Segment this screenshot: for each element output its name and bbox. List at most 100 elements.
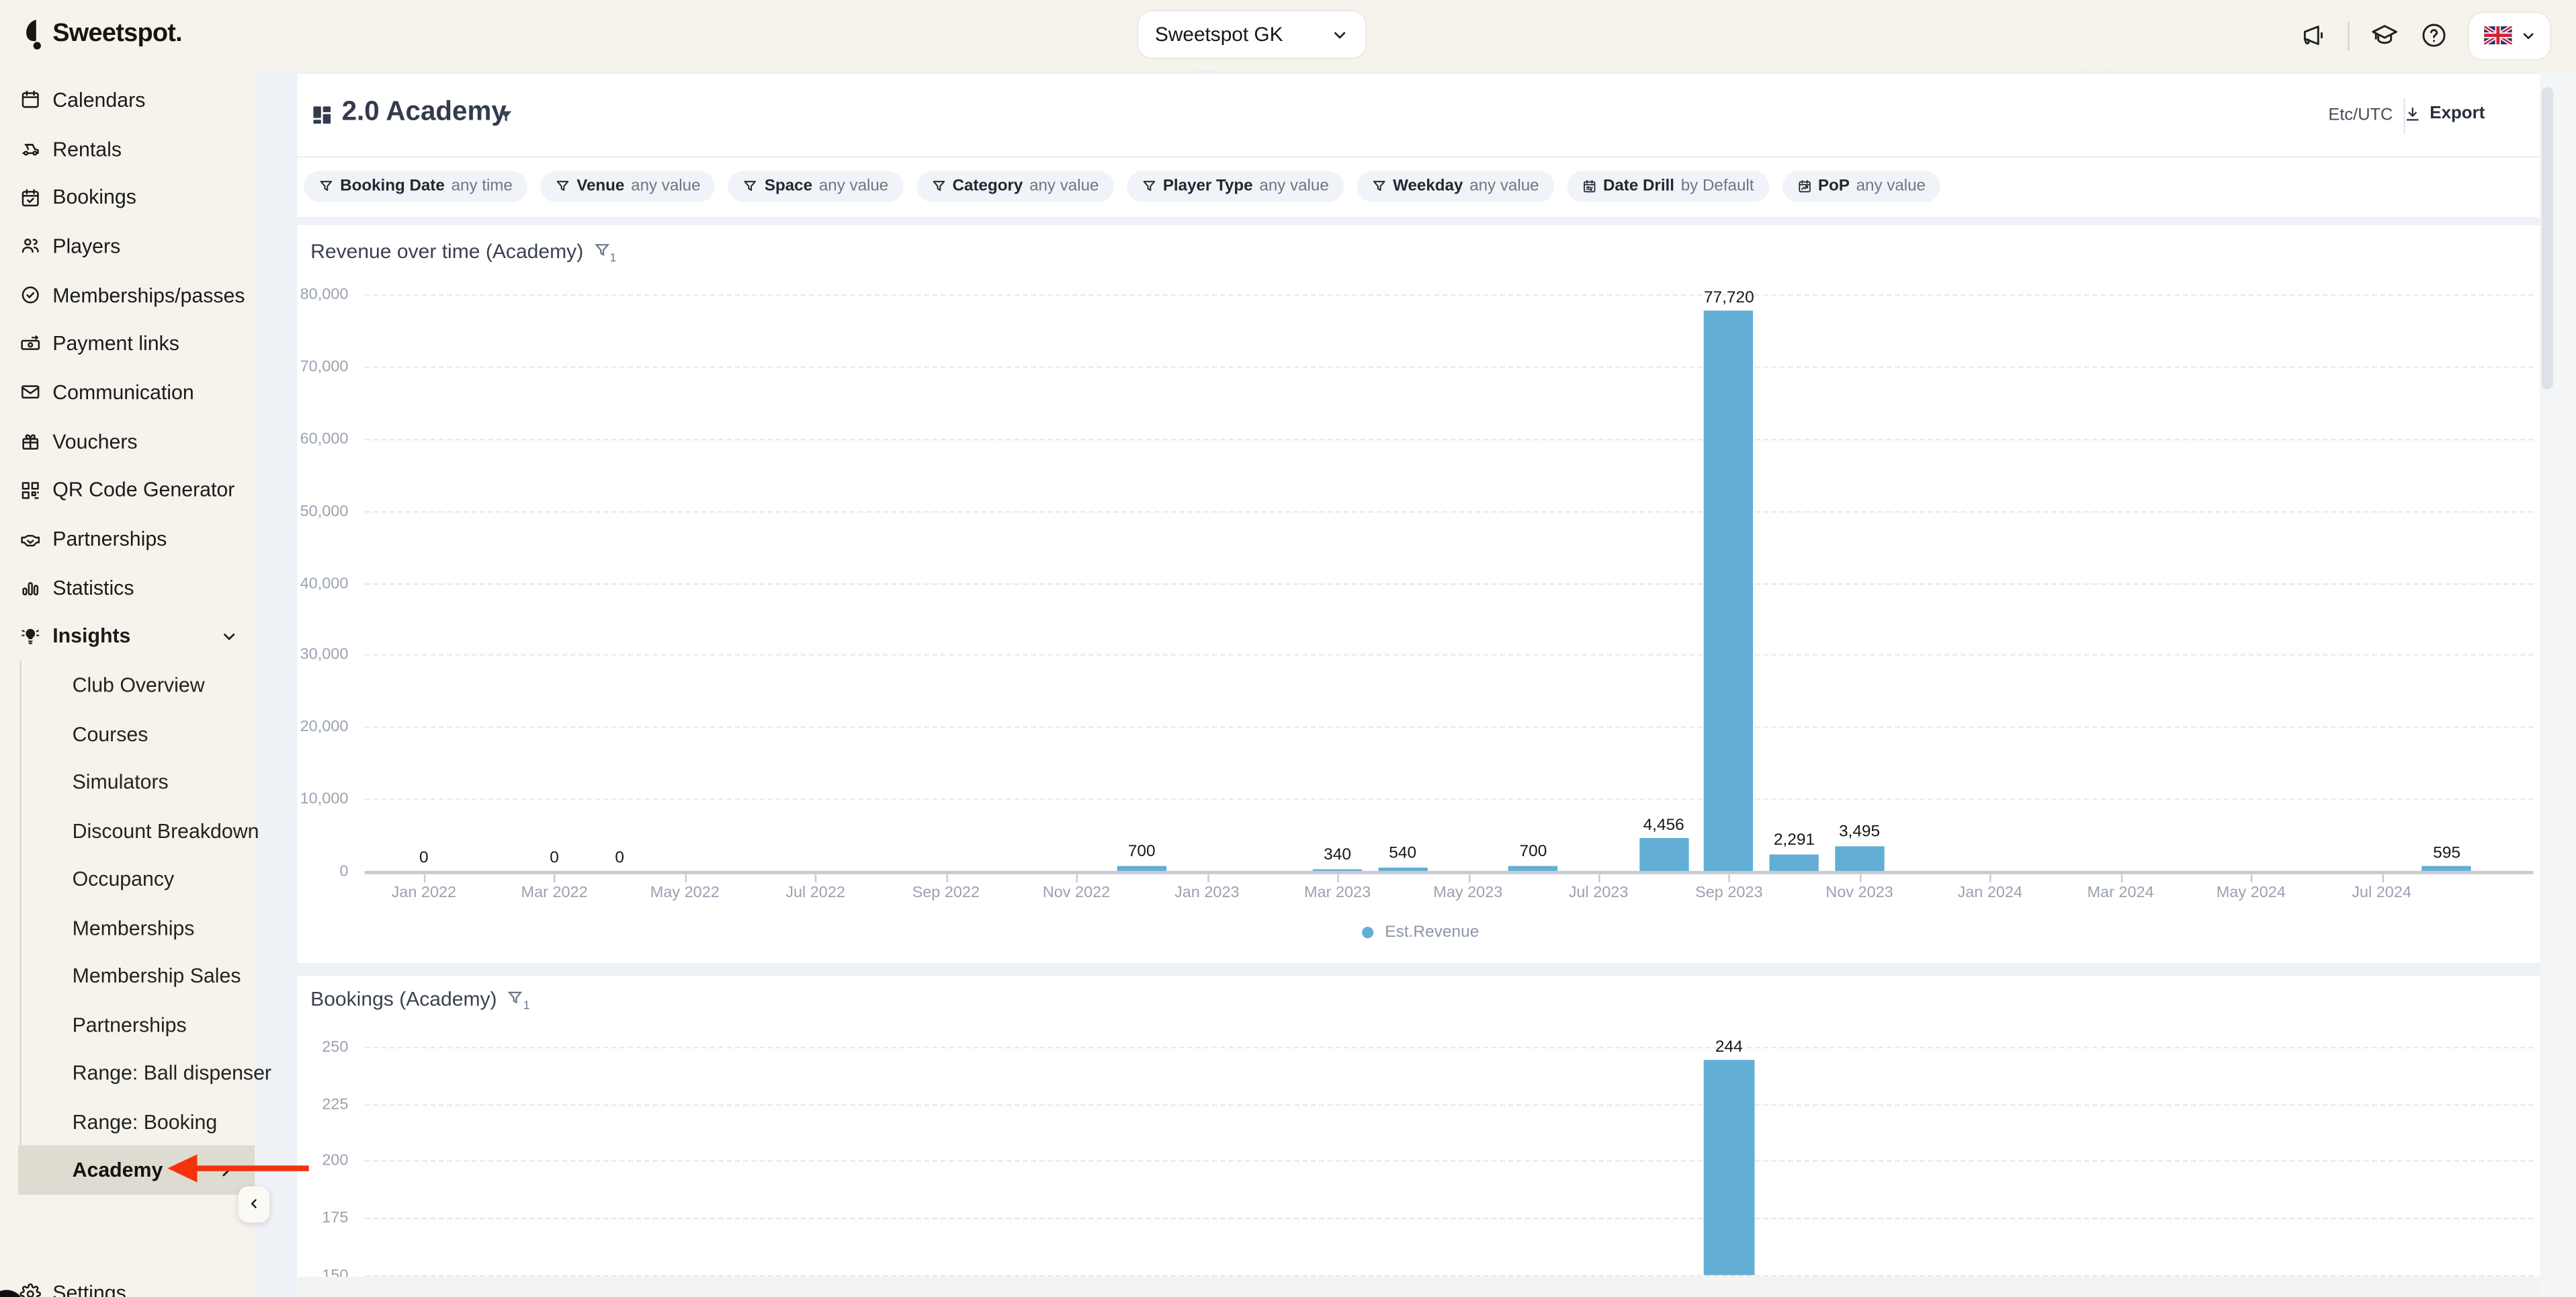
bar-dec-2022[interactable]: [1117, 866, 1166, 871]
bar-mar-2023[interactable]: [1312, 868, 1363, 871]
gridline: [364, 582, 2534, 585]
gridline: [364, 798, 2534, 801]
sidebar-item-statistics[interactable]: Statistics: [0, 563, 255, 612]
sidebar-item-range-booking[interactable]: Range: Booking: [72, 1110, 218, 1133]
bookings-chart-title: Bookings (Academy) 1: [310, 987, 530, 1013]
filter-pop[interactable]: PoP any value: [1782, 171, 1941, 203]
filter-weekday[interactable]: Weekday any value: [1357, 171, 1554, 203]
funnel-icon: [931, 179, 946, 194]
lightbulb-icon: [19, 626, 41, 647]
filter-space[interactable]: Space any value: [728, 171, 904, 203]
x-axis-tickmark: [1989, 873, 1992, 882]
sidebar-item-memberships[interactable]: Memberships: [72, 916, 195, 939]
sidebar-collapse-button[interactable]: [238, 1185, 270, 1222]
dashboard-icon: [310, 103, 333, 126]
filter-date-drill[interactable]: Date Drill by Default: [1567, 171, 1769, 203]
scrollbar-thumb[interactable]: [2541, 87, 2553, 390]
y-tick-label: 80,000: [300, 286, 349, 304]
players-icon: [19, 236, 41, 257]
graduation-cap-icon[interactable]: [2370, 22, 2399, 50]
x-axis-tickmark: [685, 873, 687, 882]
sidebar-item-players[interactable]: Players: [0, 222, 255, 271]
dashboard-filter-icon[interactable]: [498, 108, 514, 124]
bar-apr-2023[interactable]: [1378, 867, 1428, 871]
timezone-label: Etc/UTC: [2328, 106, 2393, 125]
chevron-down-icon: [1331, 26, 1349, 44]
x-axis-tickmark: [1207, 873, 1209, 882]
sidebar-item-courses[interactable]: Courses: [72, 722, 148, 745]
chevron-right-icon: [217, 1161, 235, 1179]
chat-widget-bubble[interactable]: [0, 1290, 25, 1297]
gridline: [364, 1218, 2534, 1220]
x-tick-label: Jan 2023: [1174, 884, 1240, 903]
bar-aug-2023[interactable]: [1639, 839, 1688, 871]
sidebar-item-occupancy[interactable]: Occupancy: [72, 868, 175, 891]
filter-player-type[interactable]: Player Type any value: [1127, 171, 1344, 203]
filter-bar: Booking Date any time Venue any value Sp…: [297, 157, 2540, 216]
x-axis-tickmark: [2381, 873, 2383, 882]
bar-aug-2024[interactable]: [2421, 866, 2472, 871]
sidebar-item-settings[interactable]: Settings: [0, 1269, 255, 1297]
x-axis-tickmark: [1467, 873, 1470, 882]
bar-nov-2023[interactable]: [1834, 845, 1885, 871]
sidebar-item-vouchers[interactable]: Vouchers: [0, 417, 255, 466]
sidebar-item-academy[interactable]: Academy: [17, 1145, 255, 1195]
sidebar-item-insights[interactable]: Insights: [0, 612, 255, 661]
bar-sep-2023[interactable]: [1704, 310, 1754, 871]
x-axis-tickmark: [1337, 873, 1340, 882]
bar-oct-2023[interactable]: [1769, 854, 1819, 871]
x-axis-tickmark: [1859, 873, 1861, 882]
sidebar-item-discount-breakdown[interactable]: Discount Breakdown: [72, 819, 259, 843]
chevron-down-icon: [2520, 27, 2536, 43]
sidebar-item-qr-code-generator[interactable]: QR Code Generator: [0, 466, 255, 515]
sidebar-item-partnerships-insights[interactable]: Partnerships: [72, 1013, 187, 1036]
bar-value-label: 77,720: [1703, 288, 1754, 307]
chart-filter-count-icon[interactable]: 1: [507, 989, 529, 1012]
chart-filter-count-icon[interactable]: 1: [593, 241, 616, 265]
y-tick-label: 175: [322, 1209, 349, 1228]
megaphone-icon[interactable]: [2299, 22, 2327, 50]
y-tick-label: 30,000: [300, 646, 349, 665]
x-tick-label: Jan 2022: [391, 884, 457, 903]
sidebar-item-club-overview[interactable]: Club Overview: [72, 673, 205, 697]
sidebar-item-simulators[interactable]: Simulators: [72, 770, 169, 794]
viewport-bottom-strip: [297, 1275, 2576, 1297]
app-logo[interactable]: Sweetspot.: [22, 18, 183, 51]
bar-value-label: 0: [615, 848, 625, 867]
badge-check-icon: [19, 284, 41, 306]
gridline: [364, 438, 2534, 440]
bar-value-label: 700: [1519, 843, 1547, 862]
language-selector[interactable]: [2469, 12, 2550, 58]
page-title-row: 2.0 Academy Etc/UTC Export: [297, 74, 2540, 158]
filter-category[interactable]: Category any value: [916, 171, 1114, 203]
bar-jun-2023[interactable]: [1508, 866, 1558, 871]
chart-legend[interactable]: Est.Revenue: [1362, 923, 1479, 942]
sidebar-item-membership-sales[interactable]: Membership Sales: [72, 964, 241, 988]
gridline: [364, 726, 2534, 728]
sidebar-item-calendars[interactable]: Calendars: [0, 75, 255, 124]
calendar-trend-icon: [1797, 179, 1811, 194]
help-icon[interactable]: [2420, 22, 2448, 50]
sidebar-item-bookings[interactable]: Bookings: [0, 173, 255, 222]
filter-venue[interactable]: Venue any value: [540, 171, 716, 203]
bar-value-label: 595: [2433, 844, 2461, 863]
x-tick-label: May 2024: [2216, 884, 2286, 903]
uk-flag-icon: [2483, 26, 2511, 45]
export-button[interactable]: Export: [2403, 103, 2485, 123]
sidebar-item-communication[interactable]: Communication: [0, 368, 255, 417]
filter-booking-date[interactable]: Booking Date any time: [304, 171, 527, 203]
download-icon: [2406, 106, 2419, 120]
sidebar-item-payment-links[interactable]: Payment links: [0, 319, 255, 368]
funnel-icon: [743, 179, 758, 194]
x-axis-tickmark: [945, 873, 948, 882]
sidebar-item-range-ball-dispenser[interactable]: Range: Ball dispenser: [72, 1061, 272, 1085]
organization-selector[interactable]: Sweetspot GK: [1138, 11, 1365, 58]
y-tick-label: 40,000: [300, 574, 349, 593]
sidebar-item-memberships-passes[interactable]: Memberships/passes: [0, 271, 255, 320]
bar-sep-2023[interactable]: [1703, 1060, 1755, 1276]
y-tick-label: 250: [322, 1038, 349, 1057]
sweetspot-logo-icon: [22, 18, 48, 51]
sidebar-item-rentals[interactable]: Rentals: [0, 124, 255, 173]
sidebar-item-partnerships[interactable]: Partnerships: [0, 515, 255, 564]
